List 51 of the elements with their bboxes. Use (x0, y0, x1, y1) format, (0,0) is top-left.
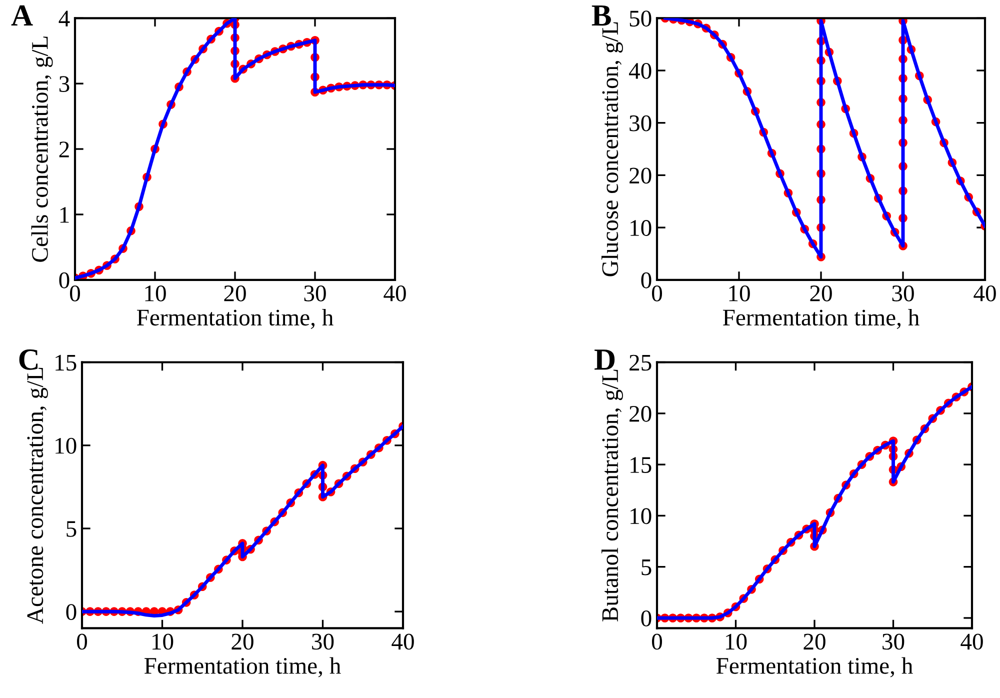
y-tick-label: 15 (630, 457, 652, 473)
y-tick-label: 40 (628, 62, 652, 79)
x-tick-label: 20 (232, 634, 254, 650)
y-tick-label: 0 (66, 604, 76, 620)
chart-title: A (11, 5, 33, 26)
y-tick-label: 0 (641, 272, 652, 288)
x-tick-label: 20 (804, 634, 826, 650)
x-tick-label: 40 (384, 285, 406, 302)
x-tick-label: 40 (392, 634, 414, 650)
x-tick-label: 30 (304, 285, 326, 302)
y-tick-label: 5 (66, 521, 76, 537)
y-axis-title: Acetone concentration, g/L (27, 368, 48, 624)
y-axis-title: Butanol concentration, g/L (601, 370, 623, 622)
y-tick-label: 10 (56, 438, 76, 454)
y-tick-label: 30 (630, 115, 652, 132)
y-tick-label: 0 (641, 610, 652, 626)
x-tick-label: 30 (892, 285, 914, 302)
x-axis-title: Fermentation time, h (136, 308, 334, 329)
x-axis-title: Fermentation time, h (716, 657, 913, 678)
x-tick-label: 0 (76, 634, 88, 650)
y-tick-label: 1 (60, 207, 69, 223)
y-tick-label: 20 (630, 168, 652, 184)
y-tick-label: 20 (630, 406, 652, 422)
y-tick-label: 2 (59, 142, 69, 158)
chart-title: D (594, 350, 615, 370)
y-tick-label: 10 (630, 220, 652, 236)
y-tick-label: 50 (630, 10, 652, 27)
y-axis-title: Cells concentration, g/L (31, 36, 53, 262)
x-tick-label: 20 (810, 285, 832, 302)
y-tick-label: 4 (58, 10, 70, 26)
x-axis-title: Fermentation time, h (144, 657, 341, 678)
x-tick-label: 0 (652, 285, 662, 302)
x-tick-label: 20 (224, 285, 246, 302)
y-tick-label: 3 (59, 76, 70, 92)
x-tick-label: 40 (974, 285, 996, 302)
x-tick-label: 10 (729, 285, 750, 302)
y-tick-label: 25 (630, 354, 652, 371)
x-tick-label: 10 (145, 285, 166, 302)
x-axis-title: Fermentation time, h (722, 308, 920, 329)
x-tick-label: 40 (960, 634, 983, 650)
x-tick-label: 10 (152, 634, 174, 650)
x-tick-label: 0 (652, 634, 662, 650)
y-tick-label: 10 (630, 508, 652, 524)
x-tick-label: 30 (882, 634, 904, 650)
y-tick-label: 5 (642, 560, 652, 576)
y-tick-label: 0 (59, 272, 70, 288)
chart-title: C (19, 349, 38, 370)
x-tick-label: 30 (312, 634, 334, 650)
y-tick-label: 15 (56, 354, 76, 371)
x-tick-label: 10 (726, 634, 747, 650)
line-series (75, 18, 395, 280)
